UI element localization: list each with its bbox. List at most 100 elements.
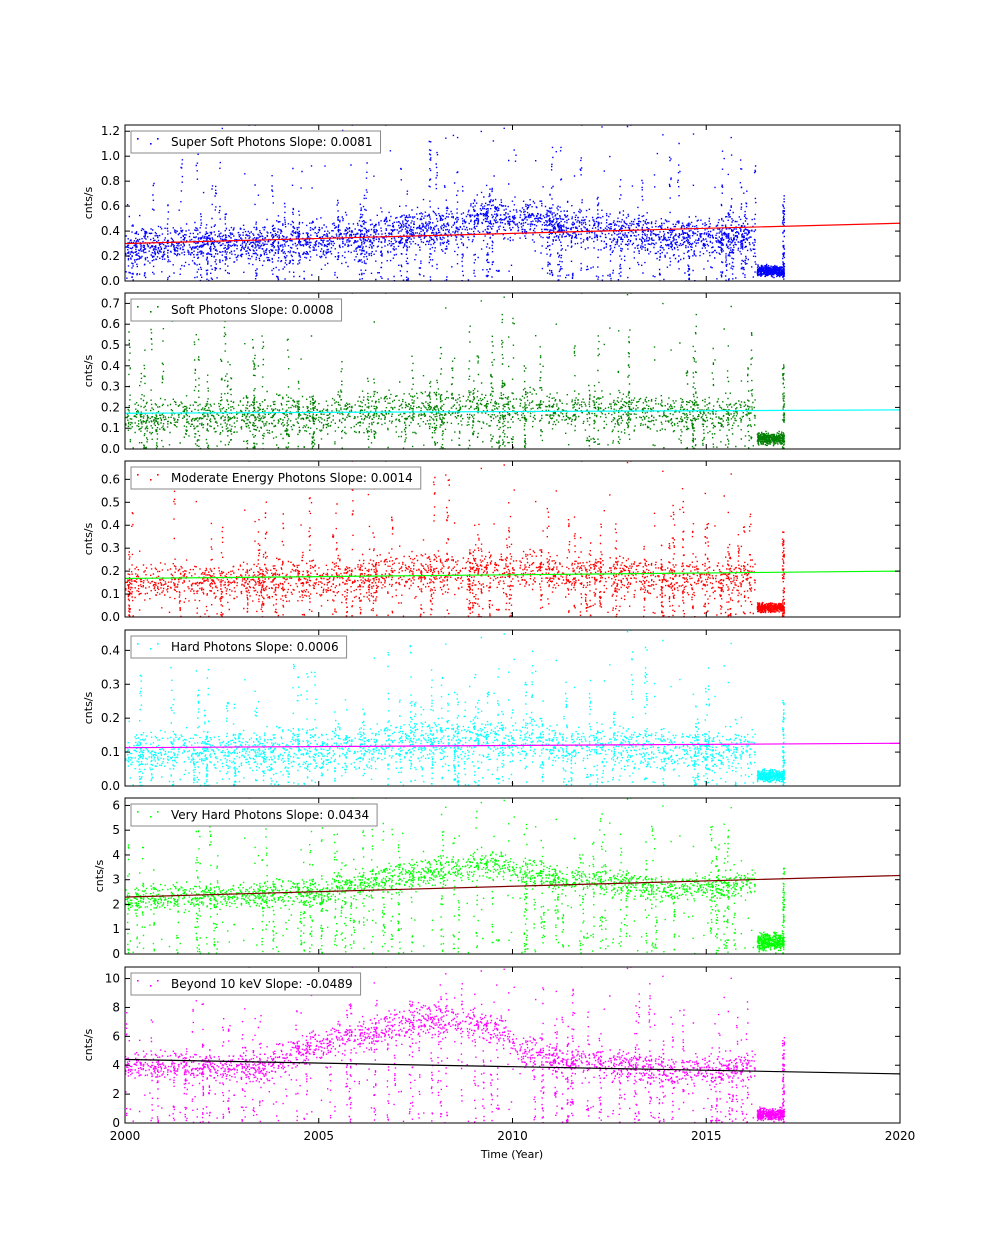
legend-marker xyxy=(157,138,159,140)
y-tick-label: 0.0 xyxy=(101,274,120,288)
legend-marker xyxy=(150,143,152,145)
legend: Beyond 10 keV Slope: -0.0489 xyxy=(130,972,362,996)
y-tick-label: 0.6 xyxy=(101,472,120,486)
fit-line xyxy=(124,570,901,580)
y-axis-label: cnts/s xyxy=(82,1028,95,1061)
legend-box xyxy=(130,130,382,154)
y-tick-label: 0.6 xyxy=(101,317,120,331)
legend: Soft Photons Slope: 0.0008 xyxy=(130,298,343,322)
y-tick-label: 0.4 xyxy=(101,518,120,532)
legend-text: Super Soft Photons Slope: 0.0081 xyxy=(171,135,373,149)
panels: 0.0 0.2 0.4 0.6 0.8 1.0 1.2 cnts/s Super Soft Ph… xyxy=(82,124,915,1143)
y-tick-label: 3 xyxy=(112,873,120,887)
y-tick-label: 0.4 xyxy=(101,359,120,373)
legend-marker xyxy=(157,643,159,645)
y-tick-label: 0.2 xyxy=(101,564,120,578)
legend-box xyxy=(130,635,348,659)
y-tick-label: 1.2 xyxy=(101,124,120,138)
legend-box xyxy=(130,972,362,996)
legend-marker xyxy=(137,811,139,813)
legend-marker xyxy=(137,138,139,140)
y-tick-label: 0.2 xyxy=(101,249,120,263)
legend-marker xyxy=(137,306,139,308)
legend-marker xyxy=(137,643,139,645)
x-axis: Time (Year) xyxy=(480,1148,543,1161)
legend-box xyxy=(130,803,378,827)
x-tick-label: 2000 xyxy=(110,1129,141,1143)
y-axis-label: cnts/s xyxy=(93,859,106,892)
x-tick-label: 2015 xyxy=(691,1129,722,1143)
y-tick-label: 0.0 xyxy=(101,779,120,793)
legend: Moderate Energy Photons Slope: 0.0014 xyxy=(130,466,422,490)
data-points xyxy=(125,798,786,954)
x-axis-label: Time (Year) xyxy=(480,1148,543,1161)
data-points xyxy=(125,630,786,786)
legend-marker xyxy=(137,474,139,476)
y-tick-label: 4 xyxy=(112,848,120,862)
data-points xyxy=(125,461,786,617)
y-axis-label: cnts/s xyxy=(82,522,95,555)
legend: Hard Photons Slope: 0.0006 xyxy=(130,635,348,659)
legend-marker xyxy=(150,648,152,650)
panel-5: 0 1 2 3 4 5 6 cnts/s Very Hard Photons Slope: 0.… xyxy=(93,797,901,961)
legend-marker xyxy=(157,980,159,982)
legend-marker xyxy=(137,980,139,982)
y-tick-label: 0.7 xyxy=(101,296,120,310)
legend-marker xyxy=(157,474,159,476)
y-tick-label: 0.0 xyxy=(101,442,120,456)
y-tick-label: 0.0 xyxy=(101,610,120,624)
panel-4: 0.0 0.1 0.2 0.3 0.4 cnts/s Hard Photons Slope:… xyxy=(82,629,901,793)
y-tick-label: 4 xyxy=(112,1058,120,1072)
y-tick-label: 8 xyxy=(112,1000,120,1014)
y-tick-label: 0.3 xyxy=(101,380,120,394)
legend-marker xyxy=(150,985,152,987)
legend-text: Soft Photons Slope: 0.0008 xyxy=(171,303,334,317)
legend-text: Hard Photons Slope: 0.0006 xyxy=(171,640,339,654)
y-axis-label: cnts/s xyxy=(82,354,95,387)
y-tick-label: 5 xyxy=(112,823,120,837)
legend-marker xyxy=(150,816,152,818)
legend-marker xyxy=(150,311,152,313)
panel-6: 0 2 4 6 8 10 cnts/s Beyond 10 keV Slope: -0.048… xyxy=(82,966,916,1143)
y-tick-label: 0.5 xyxy=(101,338,120,352)
y-tick-label: 0.1 xyxy=(101,587,120,601)
y-tick-label: 10 xyxy=(105,972,120,986)
fit-line xyxy=(124,742,901,749)
fit-line xyxy=(124,874,901,898)
panel-3: 0.0 0.1 0.2 0.3 0.4 0.5 0.6 cnts/s Moderate Ener… xyxy=(82,460,901,624)
y-tick-label: 6 xyxy=(112,798,120,812)
y-axis-label: cnts/s xyxy=(82,691,95,724)
y-tick-label: 0.3 xyxy=(101,677,120,691)
y-tick-label: 1.0 xyxy=(101,149,120,163)
y-tick-label: 0.1 xyxy=(101,745,120,759)
legend-text: Very Hard Photons Slope: 0.0434 xyxy=(171,808,369,822)
y-tick-label: 0.4 xyxy=(101,224,120,238)
legend-marker xyxy=(157,811,159,813)
y-tick-label: 6 xyxy=(112,1029,120,1043)
y-tick-label: 0.2 xyxy=(101,711,120,725)
y-tick-label: 0.6 xyxy=(101,199,120,213)
y-tick-label: 0.2 xyxy=(101,400,120,414)
y-tick-label: 2 xyxy=(112,1087,120,1101)
legend: Super Soft Photons Slope: 0.0081 xyxy=(130,130,382,154)
legend-text: Moderate Energy Photons Slope: 0.0014 xyxy=(171,471,413,485)
legend: Very Hard Photons Slope: 0.0434 xyxy=(130,803,378,827)
y-tick-label: 0 xyxy=(112,947,120,961)
y-axis-label: cnts/s xyxy=(82,186,95,219)
fit-line xyxy=(124,409,901,414)
fit-line xyxy=(124,1058,901,1075)
y-tick-label: 0.3 xyxy=(101,541,120,555)
panel-1: 0.0 0.2 0.4 0.6 0.8 1.0 1.2 cnts/s Super Soft Ph… xyxy=(82,124,901,288)
y-tick-label: 0.5 xyxy=(101,495,120,509)
y-tick-label: 0.4 xyxy=(101,643,120,657)
x-tick-label: 2005 xyxy=(303,1129,334,1143)
y-tick-label: 0 xyxy=(112,1116,120,1130)
fit-line xyxy=(124,222,901,245)
legend-box xyxy=(130,466,422,490)
y-tick-label: 2 xyxy=(112,897,120,911)
x-tick-label: 2020 xyxy=(885,1129,916,1143)
legend-marker xyxy=(157,306,159,308)
legend-box xyxy=(130,298,343,322)
y-tick-label: 1 xyxy=(112,922,120,936)
